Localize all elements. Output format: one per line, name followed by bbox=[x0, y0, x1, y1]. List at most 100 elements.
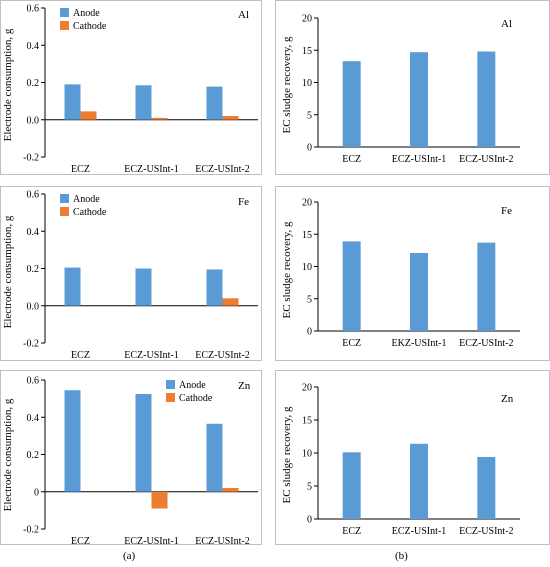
x-tick-label: ECZ bbox=[342, 526, 361, 537]
y-tick-label: 0.2 bbox=[27, 78, 40, 89]
legend-swatch bbox=[166, 393, 175, 402]
y-tick-label: 0.6 bbox=[27, 190, 40, 201]
legend-label: Cathode bbox=[73, 207, 107, 218]
x-tick-label: ECZ-USInt-2 bbox=[459, 338, 513, 349]
y-tick-label: 10 bbox=[302, 449, 312, 460]
y-tick-label: 0.6 bbox=[27, 4, 40, 15]
y-tick-label: 0 bbox=[307, 515, 312, 526]
value-bar bbox=[342, 241, 361, 331]
y-tick-label: -0.2 bbox=[23, 153, 39, 164]
anode-bar bbox=[135, 268, 152, 306]
y-tick-label: 0 bbox=[307, 143, 312, 154]
y-tick-label: 0.4 bbox=[27, 413, 40, 424]
value-bar bbox=[410, 443, 428, 519]
y-tick-label: 0.2 bbox=[27, 264, 40, 275]
anode-bar bbox=[206, 423, 223, 492]
x-tick-label: ECZ-USInt-2 bbox=[195, 536, 249, 547]
chart-2: 0 5 10 15 20 ECZ ECZ-USInt-1 ECZ-USInt-2 EC slud… bbox=[275, 0, 550, 175]
x-tick-label: ECZ-USInt-2 bbox=[459, 526, 513, 537]
chart-frame bbox=[0, 370, 262, 545]
y-tick-label: 0.6 bbox=[27, 376, 40, 387]
x-tick-label: ECZ-USInt-1 bbox=[124, 350, 178, 361]
panel-label-a: (a) bbox=[123, 550, 136, 562]
x-tick-label: ECZ-USInt-2 bbox=[195, 350, 249, 361]
y-tick-label: 0.2 bbox=[27, 450, 40, 461]
y-tick-label: 15 bbox=[302, 230, 312, 241]
value-bar bbox=[410, 252, 428, 331]
y-tick-label: -0.2 bbox=[23, 525, 39, 536]
y-tick-label: 10 bbox=[302, 262, 312, 273]
x-tick-label: ECZ bbox=[71, 536, 90, 547]
y-axis-title: EC sludge recovery, g bbox=[281, 406, 293, 504]
y-tick-label: 20 bbox=[302, 383, 312, 394]
value-bar bbox=[342, 452, 361, 519]
legend-label: Anode bbox=[73, 8, 100, 19]
metal-label: Al bbox=[238, 9, 249, 21]
y-tick-label: 10 bbox=[302, 78, 312, 89]
x-tick-label: ECZ-USInt-1 bbox=[392, 526, 446, 537]
y-axis-title: Electrode consumption, g bbox=[2, 398, 14, 511]
metal-label: Fe bbox=[238, 196, 249, 208]
chart-3: -0.2 0.0 0.2 0.4 0.6 ECZ ECZ-USInt-1 ECZ-USInt-… bbox=[0, 186, 262, 361]
y-tick-label: 20 bbox=[302, 14, 312, 25]
chart-5: -0.2 0 0.2 0.4 0.6 ECZ ECZ-USInt-1 ECZ-USInt-2 E… bbox=[0, 370, 262, 547]
anode-bar bbox=[64, 267, 81, 306]
value-bar bbox=[477, 242, 496, 331]
x-tick-label: ECZ-USInt-2 bbox=[195, 164, 249, 175]
chart-frame bbox=[0, 186, 262, 361]
panel-label-b: (b) bbox=[395, 550, 408, 562]
anode-bar bbox=[64, 390, 81, 492]
y-tick-label: 5 bbox=[307, 294, 312, 305]
y-tick-label: 0.0 bbox=[27, 301, 40, 312]
y-tick-label: 5 bbox=[307, 110, 312, 121]
y-axis-title: EC sludge recovery, g bbox=[281, 221, 293, 319]
y-tick-label: 0.4 bbox=[27, 227, 40, 238]
legend-swatch bbox=[60, 21, 69, 30]
y-tick-label: 15 bbox=[302, 46, 312, 57]
y-tick-label: 0.0 bbox=[27, 115, 40, 126]
y-tick-label: 0 bbox=[307, 327, 312, 338]
cathode-bar bbox=[222, 488, 239, 492]
legend-swatch bbox=[166, 380, 175, 389]
x-tick-label: ECZ bbox=[71, 164, 90, 175]
y-tick-label: 5 bbox=[307, 482, 312, 493]
metal-label: Zn bbox=[501, 393, 514, 405]
legend-label: Cathode bbox=[73, 21, 107, 32]
cathode-bar bbox=[222, 298, 239, 306]
legend-swatch bbox=[60, 8, 69, 17]
x-tick-label: ECZ bbox=[342, 154, 361, 165]
x-tick-label: ECZ bbox=[71, 350, 90, 361]
cathode-bar bbox=[222, 116, 239, 120]
cathode-bar bbox=[151, 117, 168, 120]
metal-label: Zn bbox=[238, 380, 251, 392]
anode-bar bbox=[135, 85, 152, 120]
anode-bar bbox=[206, 269, 223, 306]
chart-6: 0 5 10 15 20 ECZ ECZ-USInt-1 ECZ-USInt-2 EC slud… bbox=[275, 370, 550, 545]
value-bar bbox=[410, 52, 428, 148]
y-axis-title: Electrode consumption, g bbox=[2, 215, 14, 328]
anode-bar bbox=[206, 86, 223, 120]
metal-label: Fe bbox=[501, 205, 512, 217]
x-tick-label: ECZ-USInt-1 bbox=[124, 164, 178, 175]
chart-frame bbox=[0, 0, 262, 175]
x-tick-label: ECZ-USInt-2 bbox=[459, 154, 513, 165]
y-axis-title: EC sludge recovery, g bbox=[281, 36, 293, 134]
y-axis-title: Electrode consumption, g bbox=[2, 28, 14, 141]
metal-label: Al bbox=[501, 18, 512, 30]
legend-swatch bbox=[60, 194, 69, 203]
x-tick-label: EKZ-USInt-1 bbox=[392, 338, 447, 349]
legend-label: Anode bbox=[179, 380, 206, 391]
y-tick-label: -0.2 bbox=[23, 339, 39, 350]
x-tick-label: ECZ-USInt-1 bbox=[124, 536, 178, 547]
legend-label: Cathode bbox=[179, 393, 213, 404]
cathode-bar bbox=[151, 491, 168, 509]
chart-4: 0 5 10 15 20 ECZ EKZ-USInt-1 ECZ-USInt-2 EC slud… bbox=[275, 186, 550, 361]
anode-bar bbox=[64, 84, 81, 120]
x-tick-label: ECZ bbox=[342, 338, 361, 349]
y-tick-label: 0.4 bbox=[27, 41, 40, 52]
x-tick-label: ECZ-USInt-1 bbox=[392, 154, 446, 165]
chart-1: -0.2 0.0 0.2 0.4 0.6 ECZ ECZ-USInt-1 ECZ-USInt-… bbox=[0, 0, 262, 175]
y-tick-label: 15 bbox=[302, 416, 312, 427]
y-tick-label: 20 bbox=[302, 198, 312, 209]
